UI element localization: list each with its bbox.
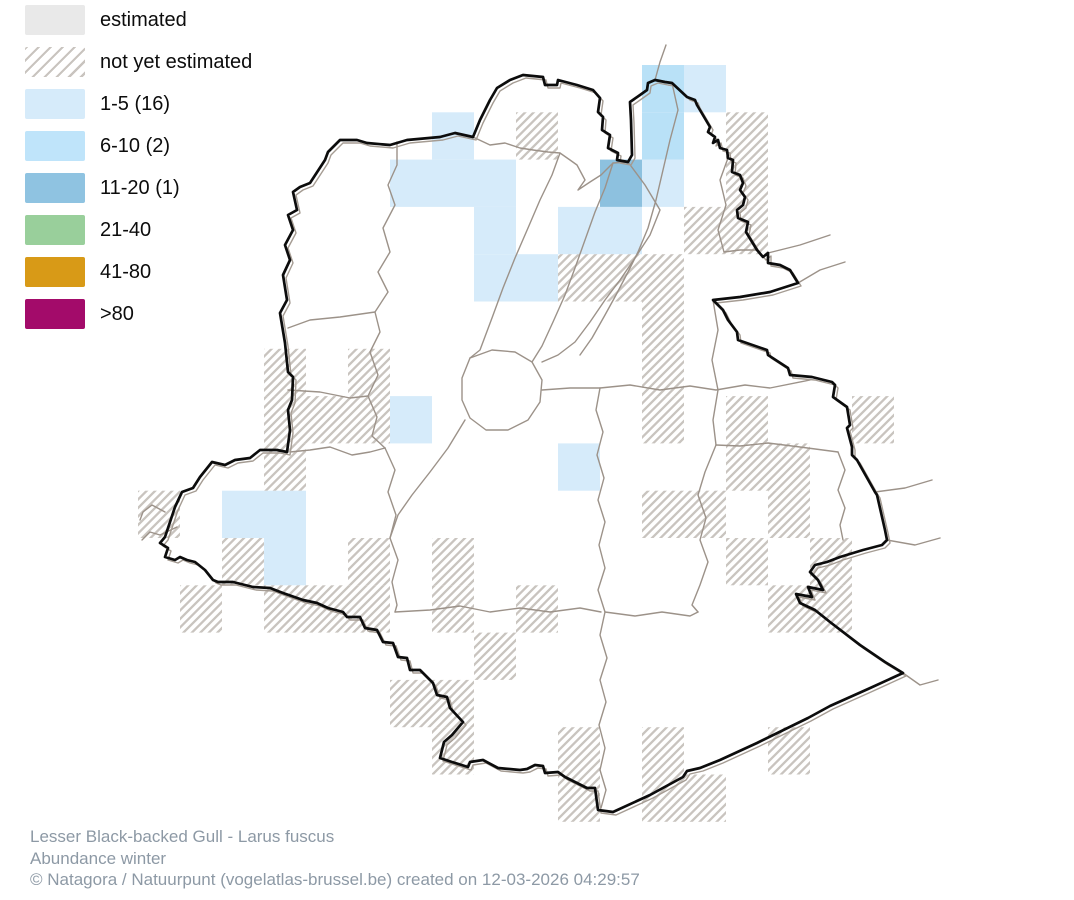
grid-cell-not_yet_estimated <box>348 348 390 397</box>
legend-swatch-11-20 <box>25 173 85 203</box>
grid-cell-1-5 <box>516 254 558 302</box>
grid-cell-not_yet_estimated <box>264 396 306 444</box>
grid-cell-1-5 <box>474 159 516 207</box>
grid-cell-not_yet_estimated <box>558 727 600 775</box>
grid-cell-1-5 <box>642 159 684 207</box>
legend: estimated not yet estimated 1-5 (16) 6-1… <box>25 5 252 341</box>
grid-cell-not_yet_estimated <box>768 490 810 538</box>
legend-item-1-5: 1-5 (16) <box>25 89 252 119</box>
legend-label: not yet estimated <box>100 50 253 73</box>
legend-label: 41-80 <box>100 260 152 283</box>
grid-cell-not_yet_estimated <box>642 254 684 302</box>
grid-cell-1-5 <box>600 206 642 255</box>
legend-swatch-1-5 <box>25 89 85 119</box>
caption-season: Abundance winter <box>30 848 167 868</box>
legend-item-estimated: estimated <box>25 5 252 35</box>
municipal-boundaries <box>139 44 941 809</box>
legend-swatch-gt80 <box>25 299 85 329</box>
legend-item-not-yet-estimated: not yet estimated <box>25 47 252 77</box>
legend-item-41-80: 41-80 <box>25 257 252 287</box>
legend-label: 11-20 (1) <box>100 176 180 199</box>
grid-cell-not_yet_estimated <box>474 632 516 680</box>
grid-cell-not_yet_estimated <box>642 774 684 822</box>
grid-cell-not_yet_estimated <box>642 301 684 349</box>
legend-swatch-21-40 <box>25 215 85 245</box>
grid-cell-1-5 <box>432 159 474 207</box>
grid-cell-not_yet_estimated <box>684 774 726 822</box>
grid-cell-not_yet_estimated <box>432 679 474 728</box>
grid-cell-not_yet_estimated <box>348 585 390 633</box>
caption-credit: © Natagora / Natuurpunt (vogelatlas-brus… <box>30 870 640 889</box>
caption-species: Lesser Black-backed Gull - Larus fuscus <box>30 827 335 846</box>
legend-swatch-estimated <box>25 5 85 35</box>
grid-cell-not_yet_estimated <box>558 774 600 822</box>
grid-cell-not_yet_estimated <box>348 538 390 586</box>
grid-cell-1-5 <box>264 490 306 538</box>
grid-cell-1-5 <box>222 490 264 538</box>
legend-label: 6-10 (2) <box>100 134 171 157</box>
grid-cell-not_yet_estimated <box>222 538 264 586</box>
grid-cell-not_yet_estimated <box>726 112 768 160</box>
legend-label: 21-40 <box>100 218 152 241</box>
grid-cell-1-5 <box>558 443 600 491</box>
legend-item-11-20: 11-20 (1) <box>25 173 252 203</box>
grid-cell-not_yet_estimated <box>642 490 684 538</box>
grid-cell-not_yet_estimated <box>306 396 348 444</box>
grid-cells <box>138 65 894 822</box>
legend-item-gt80: >80 <box>25 299 252 329</box>
legend-item-21-40: 21-40 <box>25 215 252 245</box>
region-outline-black <box>158 73 905 814</box>
grid-cell-not_yet_estimated <box>726 396 768 444</box>
grid-cell-1-5 <box>474 254 516 302</box>
grid-cell-1-5 <box>264 538 306 586</box>
legend-swatch-hatch <box>25 47 85 77</box>
grid-cell-1-5 <box>390 396 432 444</box>
legend-item-6-10: 6-10 (2) <box>25 131 252 161</box>
grid-cell-not_yet_estimated <box>432 538 474 586</box>
grid-cell-not_yet_estimated <box>810 585 852 633</box>
grid-cell-not_yet_estimated <box>642 396 684 444</box>
grid-cell-not_yet_estimated <box>348 396 390 444</box>
legend-label: estimated <box>100 8 187 31</box>
region-outline <box>158 73 907 816</box>
grid-cell-not_yet_estimated <box>726 443 768 491</box>
grid-cell-1-5 <box>474 206 516 255</box>
grid-cell-not_yet_estimated <box>852 396 894 444</box>
grid-cell-not_yet_estimated <box>726 538 768 586</box>
grid-cell-6-10 <box>642 112 684 160</box>
grid-cell-not_yet_estimated <box>264 348 306 397</box>
grid-cell-not_yet_estimated <box>684 206 726 255</box>
grid-cell-not_yet_estimated <box>390 679 432 728</box>
legend-swatch-41-80 <box>25 257 85 287</box>
legend-swatch-6-10 <box>25 131 85 161</box>
legend-label: >80 <box>100 302 134 325</box>
grid-cell-1-5 <box>684 65 726 113</box>
grid-cell-1-5 <box>390 159 432 207</box>
grid-cell-1-5 <box>558 206 600 255</box>
map-caption: Lesser Black-backed Gull - Larus fuscus … <box>30 826 640 891</box>
legend-label: 1-5 (16) <box>100 92 171 115</box>
grid-cell-not_yet_estimated <box>642 727 684 775</box>
grid-cell-not_yet_estimated <box>768 585 810 633</box>
grid-cell-not_yet_estimated <box>558 254 600 302</box>
grid-cell-not_yet_estimated <box>180 585 222 633</box>
grid-cell-not_yet_estimated <box>768 443 810 491</box>
